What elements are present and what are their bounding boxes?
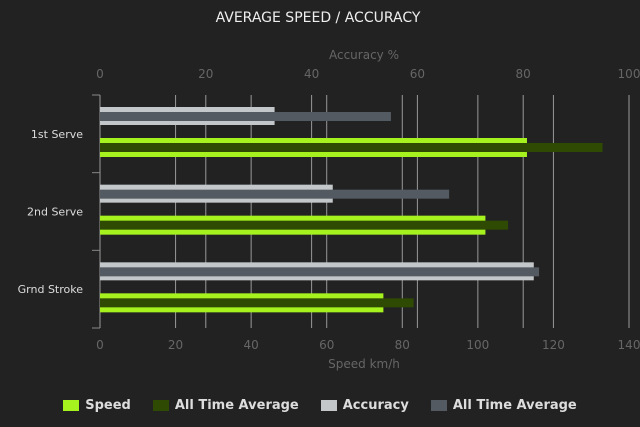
speed-tick-label: 20 [168,338,183,352]
legend-label: Accuracy [342,398,409,413]
speed-average-bar [100,143,603,152]
accuracy-average-bar [100,112,391,121]
legend-item[interactable]: All Time Average [430,398,577,413]
legend-swatch [152,400,169,411]
top-axis-label: Accuracy % [329,48,399,62]
speed-tick-label: 0 [96,338,104,352]
legend-label: All Time Average [174,398,299,413]
legend-swatch [63,400,80,411]
speed-average-bar [100,220,509,230]
accuracy-tick-label: 20 [198,67,213,81]
legend-label: Speed [85,398,131,413]
accuracy-average-bar [100,189,450,199]
speed-tick-label: 100 [466,338,489,352]
legend-item[interactable]: All Time Average [152,398,299,413]
speed-average-bar [100,298,414,308]
legend-item[interactable]: Accuracy [320,398,409,413]
legend-item[interactable]: Speed [63,398,131,413]
accuracy-tick-label: 0 [96,67,104,81]
bottom-axis-label: Speed km/h [328,357,400,371]
legend-label: All Time Average [452,398,577,413]
speed-tick-label: 40 [244,338,259,352]
accuracy-average-bar [100,267,540,277]
legend-swatch [320,400,337,411]
legend: Speed All Time Average Accuracy All Time Av… [0,398,640,413]
accuracy-tick-label: 80 [516,67,531,81]
chart-title: AVERAGE SPEED / ACCURACY [216,10,421,26]
category-label: 1st Serve [31,128,83,141]
accuracy-tick-label: 40 [304,67,319,81]
speed-tick-label: 120 [542,338,565,352]
speed-tick-label: 60 [319,338,334,352]
accuracy-tick-label: 60 [410,67,425,81]
speed-tick-label: 80 [395,338,410,352]
speed-tick-label: 140 [618,338,640,352]
category-label: Grnd Stroke [18,283,84,296]
legend-swatch [430,400,447,411]
accuracy-tick-label: 100 [618,67,640,81]
category-label: 2nd Serve [27,206,83,219]
